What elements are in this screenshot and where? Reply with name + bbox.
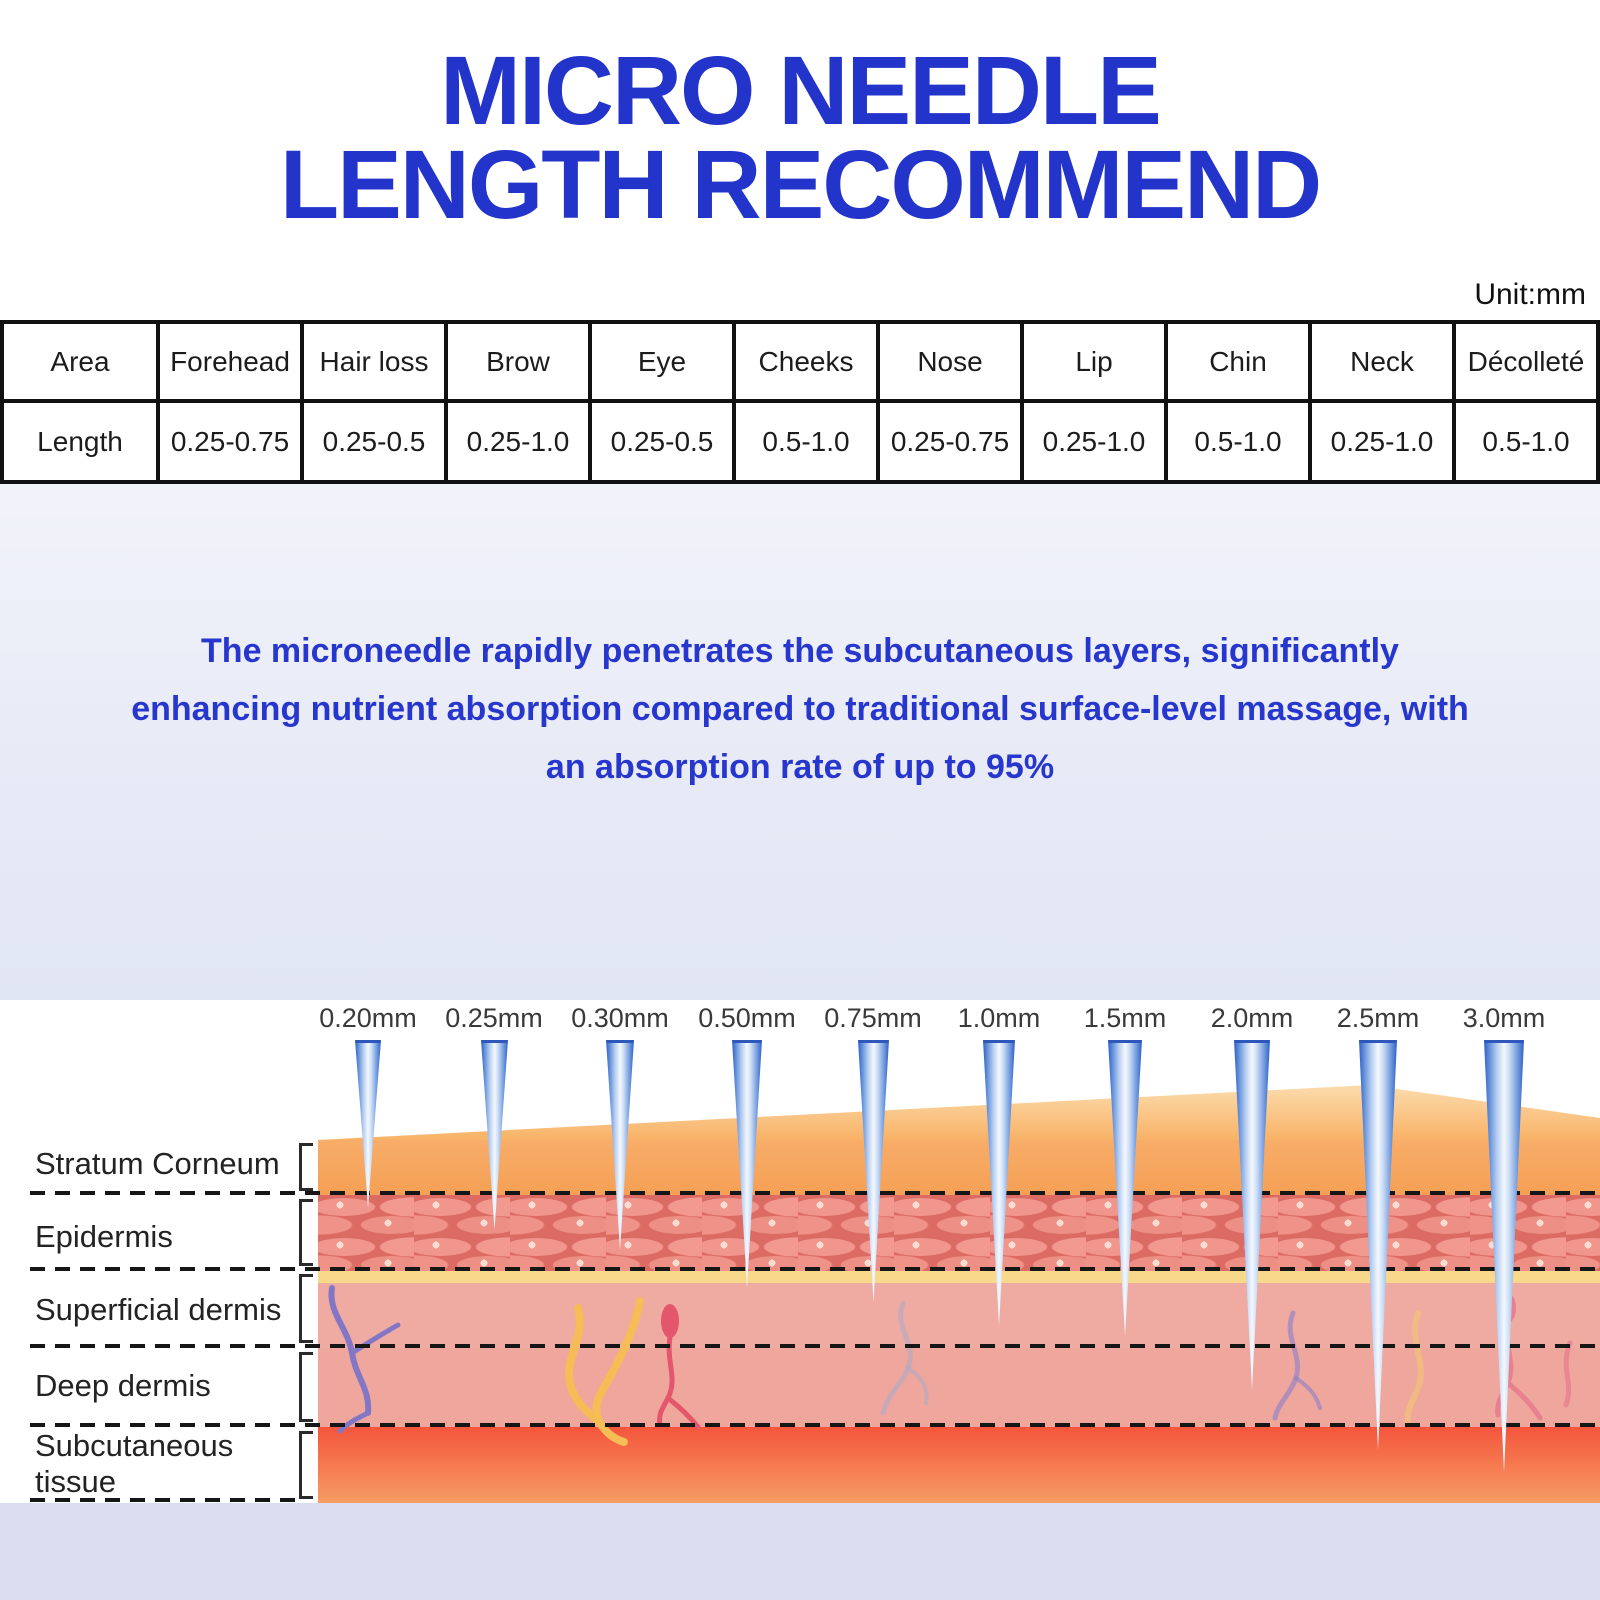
table-cell: Nose (876, 320, 1024, 403)
table-cell: 0.25-0.75 (156, 399, 304, 484)
table-cell: Area (0, 320, 160, 403)
page-title: MICRO NEEDLE LENGTH RECOMMEND (0, 36, 1600, 239)
dashed-line-corneum-epidermis (30, 1191, 1600, 1195)
layer-superficial-dermis (318, 1283, 1600, 1348)
table-row-area: Area Forehead Hair loss Brow Eye Cheeks … (0, 320, 1600, 403)
layer-basement-membrane (318, 1271, 1600, 1283)
dashed-line-deep-subcutaneous (30, 1423, 1600, 1427)
layer-stratum-corneum (318, 1140, 1600, 1195)
page-title-line1: MICRO NEEDLE (440, 36, 1162, 145)
needle-label-7: 1.5mm (1083, 1003, 1167, 1033)
needle-label-3: 0.30mm (571, 1003, 669, 1033)
needle-label-5: 0.75mm (824, 1003, 922, 1033)
table-cell: 0.25-1.0 (1020, 399, 1168, 484)
table-cell: 0.5-1.0 (1452, 399, 1600, 484)
table-cell: Cheeks (732, 320, 880, 403)
needle-label-4: 0.50mm (698, 1003, 796, 1033)
needle-label-8: 2.0mm (1210, 1003, 1294, 1033)
dashed-line-subcutaneous-bottom (30, 1498, 295, 1502)
table-cell: Lip (1020, 320, 1168, 403)
table-cell: 0.25-0.75 (876, 399, 1024, 484)
needle-label-1: 0.20mm (319, 1003, 417, 1033)
table-cell: 0.25-1.0 (444, 399, 592, 484)
description-line2: enhancing nutrient absorption compared t… (131, 690, 1469, 728)
description-line1: The microneedle rapidly penetrates the s… (201, 632, 1399, 670)
table-cell: Forehead (156, 320, 304, 403)
skin-surface-top-face (318, 1085, 1600, 1140)
table-cell: 0.5-1.0 (1164, 399, 1312, 484)
description-paragraph: The microneedle rapidly penetrates the s… (0, 622, 1600, 796)
table-cell: 0.25-1.0 (1308, 399, 1456, 484)
needle-label-6: 1.0mm (957, 1003, 1041, 1033)
table-cell: Length (0, 399, 160, 484)
layer-epidermis (318, 1195, 1600, 1271)
bracket-superficial-dermis (299, 1274, 313, 1343)
table-cell: 0.25-0.5 (300, 399, 448, 484)
table-cell: 0.5-1.0 (732, 399, 880, 484)
table-cell: Décolleté (1452, 320, 1600, 403)
table-cell: Hair loss (300, 320, 448, 403)
bracket-stratum-corneum (299, 1143, 313, 1191)
skin-label-superficial-dermis: Superficial dermis (35, 1292, 282, 1327)
needle-label-2: 0.25mm (445, 1003, 543, 1033)
dashed-line-epidermis-superficial (30, 1267, 1600, 1271)
bottom-lavender-band (0, 1503, 1600, 1600)
middle-lavender-band (0, 480, 1600, 1000)
skin-label-deep-dermis: Deep dermis (35, 1368, 211, 1403)
skin-label-stratum-corneum: Stratum Corneum (35, 1146, 280, 1181)
vessels-illustration (328, 1285, 1573, 1446)
dashed-line-superficial-deep (30, 1344, 1600, 1348)
layer-deep-dermis (318, 1348, 1600, 1427)
table-cell: Chin (1164, 320, 1312, 403)
bracket-epidermis (299, 1199, 313, 1266)
table-cell: Brow (444, 320, 592, 403)
table-cell: Neck (1308, 320, 1456, 403)
bracket-subcutaneous-tissue (299, 1431, 313, 1499)
description-line3: an absorption rate of up to 95% (545, 748, 1055, 786)
length-recommend-table: Area Forehead Hair loss Brow Eye Cheeks … (0, 320, 1600, 484)
table-row-length: Length 0.25-0.75 0.25-0.5 0.25-1.0 0.25-… (0, 399, 1600, 484)
skin-label-subcutaneous-tissue: Subcutaneous tissue (35, 1428, 234, 1499)
skin-label-epidermis: Epidermis (35, 1219, 173, 1254)
needle-label-9: 2.5mm (1336, 1003, 1420, 1033)
table-cell: Eye (588, 320, 736, 403)
bracket-deep-dermis (299, 1352, 313, 1422)
layer-subcutaneous-tissue (318, 1427, 1600, 1503)
page-title-line2: LENGTH RECOMMEND (279, 130, 1322, 239)
table-cell: 0.25-0.5 (588, 399, 736, 484)
unit-label: Unit:mm (1474, 278, 1586, 311)
needle-label-10: 3.0mm (1462, 1003, 1546, 1033)
